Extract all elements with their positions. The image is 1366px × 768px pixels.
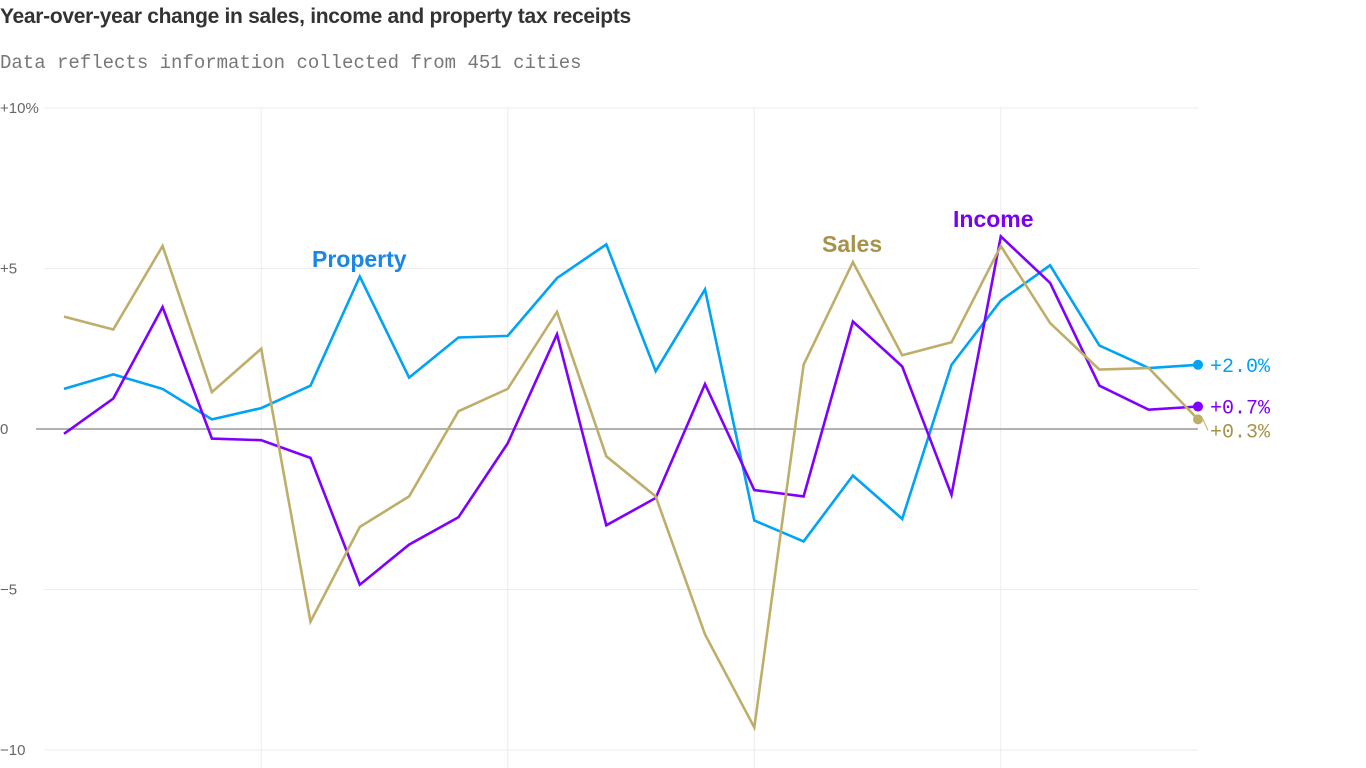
series-name-label-sales: Sales <box>822 231 882 257</box>
y-tick-label: 0 <box>0 421 8 438</box>
series-end-marker-income <box>1193 401 1203 412</box>
series-end-leader-sales <box>1202 419 1209 431</box>
series-line-sales <box>63 242 1199 732</box>
y-tick-label: −5 <box>0 582 17 599</box>
series-end-label-property: +2.0% <box>1210 356 1271 379</box>
chart-subtitle: Data reflects information collected from… <box>0 52 582 74</box>
y-tick-label: +5 <box>0 261 17 278</box>
series-name-label-income: Income <box>953 206 1034 232</box>
series-line-income <box>63 233 1199 587</box>
series-end-marker-sales <box>1193 414 1203 425</box>
y-tick-label: +10% <box>0 100 39 117</box>
series-line-property <box>63 242 1199 543</box>
series-name-label-property: Property <box>312 246 407 272</box>
y-tick-label: −10 <box>0 742 25 759</box>
series-end-marker-property <box>1193 359 1203 370</box>
series-end-label-sales: +0.3% <box>1210 422 1271 445</box>
series-end-label-income: +0.7% <box>1210 398 1271 421</box>
chart-title: Year-over-year change in sales, income a… <box>0 5 631 28</box>
